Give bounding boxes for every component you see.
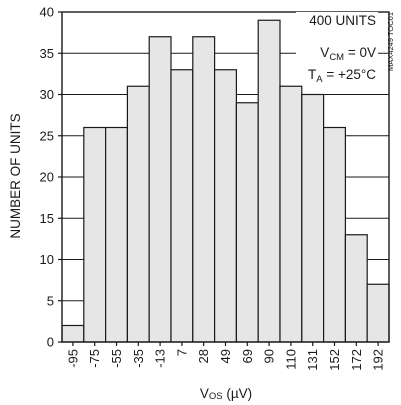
bar <box>126 85 150 343</box>
x-tick-label: 192 <box>371 349 386 371</box>
x-tick-label: -13 <box>153 349 168 368</box>
bar <box>279 85 303 343</box>
x-tick-label: 28 <box>196 349 211 363</box>
annotation-ta: TA = +25°C <box>308 67 376 85</box>
y-axis-label: NUMBER OF UNITS <box>8 113 23 238</box>
x-tick-label: 131 <box>305 349 320 371</box>
y-tick-label: 0 <box>47 335 54 350</box>
y-axis-ticks: 0 5 10 15 20 25 30 35 40 <box>40 5 62 350</box>
x-tick-label: -75 <box>87 349 102 368</box>
x-axis-ticks: -95 -75 -55 -35 -13 7 28 49 69 90 110 131 152 172 192 <box>65 342 386 371</box>
x-tick-label: -55 <box>109 349 124 368</box>
y-tick-label: 30 <box>40 87 54 102</box>
x-tick-label: 69 <box>240 349 255 363</box>
bar <box>170 69 194 343</box>
x-tick-label: 7 <box>174 349 189 356</box>
x-tick-label: 49 <box>218 349 233 363</box>
x-tick-label: -95 <box>65 349 80 368</box>
bars <box>61 19 390 343</box>
bar <box>192 36 216 343</box>
y-tick-label: 20 <box>40 170 54 185</box>
bar <box>104 126 128 343</box>
bar <box>214 69 238 343</box>
y-tick-label: 10 <box>40 252 54 267</box>
y-tick-label: 40 <box>40 5 54 20</box>
annotation-units: 400 UNITS <box>309 13 376 28</box>
y-tick-label: 35 <box>40 46 54 61</box>
bar <box>61 324 85 343</box>
bar <box>301 93 325 343</box>
bar <box>257 19 281 343</box>
bar <box>344 234 368 343</box>
bar <box>83 126 107 343</box>
x-tick-label: 90 <box>262 349 277 363</box>
y-tick-label: 5 <box>47 293 54 308</box>
x-tick-label: -35 <box>131 349 146 368</box>
x-tick-label: 110 <box>283 349 298 370</box>
y-tick-label: 15 <box>40 211 54 226</box>
x-tick-label: 172 <box>349 349 364 371</box>
bar <box>366 283 390 343</box>
x-axis-label: VOS (µV) <box>200 386 252 402</box>
annotation-box: 400 UNITS VCM = 0V TA = +25°C <box>296 12 378 85</box>
bar <box>323 126 347 343</box>
figure-code: MAX4249 TOC01 <box>386 12 395 71</box>
bar <box>235 102 259 343</box>
x-tick-label: 152 <box>327 349 342 371</box>
annotation-vcm: VCM = 0V <box>320 45 376 63</box>
y-tick-label: 25 <box>40 128 54 143</box>
bar <box>148 36 172 343</box>
